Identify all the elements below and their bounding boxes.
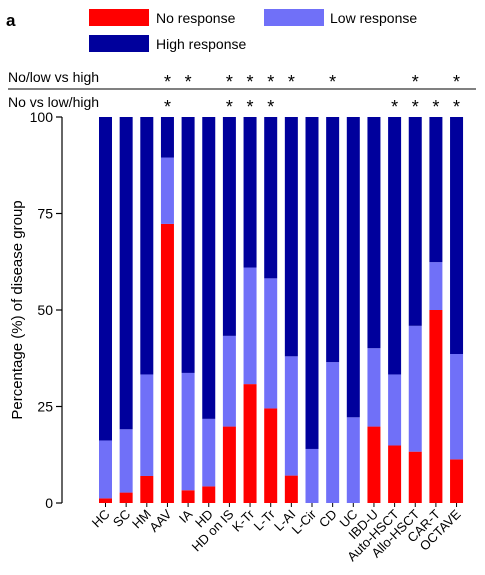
y-tick-label: 75 bbox=[37, 206, 53, 222]
bar-l-ai-low-response bbox=[284, 356, 298, 476]
y-axis-label: Percentage (%) of disease group bbox=[9, 200, 26, 419]
bar-sc-low-response bbox=[119, 429, 133, 493]
bar-allo-hsct-low-response bbox=[408, 325, 422, 452]
bar-auto-hsct-low-response bbox=[388, 374, 402, 446]
y-axis: 0 25 50 75 100 bbox=[30, 109, 63, 511]
bar-ia-no-response bbox=[181, 490, 195, 503]
legend-label-low-response: Low response bbox=[330, 10, 417, 26]
significance-star: * bbox=[226, 97, 233, 117]
bar-hc-no-response bbox=[99, 498, 112, 503]
y-tick-label: 50 bbox=[37, 302, 53, 318]
bar-allo-hsct-high-response bbox=[408, 117, 422, 326]
y-tick-label: 0 bbox=[45, 495, 53, 511]
significance-star: * bbox=[164, 72, 171, 92]
significance-label-row-2: No vs low/high bbox=[8, 94, 99, 110]
bar-car-t-high-response bbox=[429, 117, 443, 263]
bar-aav-no-response bbox=[160, 223, 174, 503]
significance-star: * bbox=[247, 72, 254, 92]
bar-auto-hsct-high-response bbox=[388, 117, 402, 375]
x-tick-label: AAV bbox=[146, 506, 175, 535]
significance-panel: No/low vs high No vs low/high * * * * * * * * **… bbox=[8, 69, 476, 117]
significance-star: * bbox=[288, 72, 295, 92]
bar-l-tr-no-response bbox=[264, 408, 278, 503]
significance-star: * bbox=[432, 97, 439, 117]
bar-k-tr-high-response bbox=[243, 117, 257, 268]
significance-star: * bbox=[226, 72, 233, 92]
bar-hd-no-response bbox=[202, 486, 216, 503]
bar-l-ai-high-response bbox=[284, 117, 298, 357]
significance-star: * bbox=[185, 72, 192, 92]
bar-hm-low-response bbox=[140, 374, 154, 476]
bars bbox=[99, 117, 464, 503]
legend-swatch-no-response bbox=[89, 9, 149, 26]
bar-uc-high-response bbox=[346, 117, 360, 418]
significance-star: * bbox=[164, 97, 171, 117]
bar-hc-high-response bbox=[99, 117, 112, 441]
x-tick-label: HC bbox=[89, 507, 113, 531]
bar-aav-high-response bbox=[160, 117, 174, 158]
bar-hd-on-is-no-response bbox=[222, 426, 236, 503]
legend: No response Low response High response bbox=[89, 9, 417, 52]
x-tick-label: CD bbox=[316, 507, 340, 531]
x-tick-label: L-Cir bbox=[289, 506, 320, 537]
significance-star: * bbox=[412, 72, 419, 92]
bar-hd-low-response bbox=[202, 418, 216, 487]
significance-star: * bbox=[329, 72, 336, 92]
bar-allo-hsct-no-response bbox=[408, 451, 422, 503]
x-tick-label: IA bbox=[176, 506, 196, 526]
legend-label-high-response: High response bbox=[156, 36, 246, 52]
bar-hd-on-is-low-response bbox=[222, 335, 236, 427]
legend-swatch-high-response bbox=[89, 35, 149, 52]
bar-car-t-low-response bbox=[429, 262, 443, 310]
bar-hm-high-response bbox=[140, 117, 154, 375]
bar-octave-low-response bbox=[450, 354, 464, 460]
bar-uc-low-response bbox=[346, 417, 360, 503]
legend-swatch-low-response bbox=[264, 9, 324, 26]
significance-star: * bbox=[453, 72, 460, 92]
bar-l-tr-high-response bbox=[264, 117, 278, 279]
bar-ia-high-response bbox=[181, 117, 195, 373]
bar-cd-low-response bbox=[326, 362, 340, 503]
bar-cd-high-response bbox=[326, 117, 340, 363]
significance-star: * bbox=[412, 97, 419, 117]
y-tick-label: 100 bbox=[30, 109, 54, 125]
legend-label-no-response: No response bbox=[156, 10, 236, 26]
bar-sc-high-response bbox=[119, 117, 133, 430]
x-tick-label: SC bbox=[110, 507, 133, 530]
bar-sc-no-response bbox=[119, 492, 133, 503]
bar-l-tr-low-response bbox=[264, 278, 278, 409]
significance-star: * bbox=[453, 97, 460, 117]
significance-star: * bbox=[247, 97, 254, 117]
significance-markers: * * * * * * * * * * * * * * * * * bbox=[164, 72, 460, 117]
bar-hc-low-response bbox=[99, 440, 112, 499]
bar-auto-hsct-no-response bbox=[388, 445, 402, 503]
bar-l-cir-low-response bbox=[305, 448, 319, 503]
bar-octave-no-response bbox=[450, 459, 464, 503]
significance-label-row-1: No/low vs high bbox=[8, 69, 99, 85]
bar-l-ai-no-response bbox=[284, 475, 298, 503]
bar-hm-no-response bbox=[140, 475, 154, 503]
bar-aav-low-response bbox=[160, 157, 174, 224]
bar-k-tr-no-response bbox=[243, 384, 257, 503]
bar-l-cir-high-response bbox=[305, 117, 319, 449]
bar-ibd-u-low-response bbox=[367, 348, 381, 427]
significance-star: * bbox=[267, 97, 274, 117]
x-tick-label: HD on IS bbox=[189, 506, 237, 554]
y-tick-label: 25 bbox=[37, 399, 53, 415]
panel-label: a bbox=[6, 11, 16, 30]
bar-hd-on-is-high-response bbox=[222, 117, 236, 336]
bar-ibd-u-high-response bbox=[367, 117, 381, 349]
bar-ibd-u-no-response bbox=[367, 426, 381, 503]
significance-star: * bbox=[267, 72, 274, 92]
significance-star: * bbox=[391, 97, 398, 117]
bar-ia-low-response bbox=[181, 372, 195, 491]
bar-k-tr-low-response bbox=[243, 267, 257, 385]
bar-car-t-no-response bbox=[429, 310, 443, 503]
bar-hd-high-response bbox=[202, 117, 216, 419]
bar-octave-high-response bbox=[450, 117, 464, 355]
